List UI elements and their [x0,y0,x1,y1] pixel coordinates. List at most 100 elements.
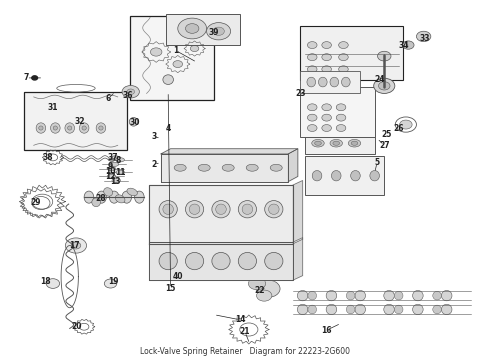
Ellipse shape [66,99,71,103]
Ellipse shape [315,132,321,136]
Ellipse shape [336,114,346,121]
Ellipse shape [339,42,348,49]
Ellipse shape [342,77,350,87]
Bar [300,86,375,137]
Ellipse shape [135,191,144,203]
Text: Lock-Valve Spring Retainer   Diagram for 22223-2G600: Lock-Valve Spring Retainer Diagram for 2… [140,347,350,356]
Ellipse shape [312,139,324,147]
Ellipse shape [351,171,360,181]
Text: 1: 1 [173,46,178,55]
Ellipse shape [265,201,283,218]
Ellipse shape [330,139,343,147]
Circle shape [257,290,272,301]
Ellipse shape [315,141,321,145]
Ellipse shape [413,291,423,301]
Text: 40: 40 [172,272,183,281]
Ellipse shape [159,252,177,270]
Ellipse shape [394,305,403,314]
Ellipse shape [339,66,348,73]
Text: 29: 29 [31,198,41,207]
Ellipse shape [307,54,317,60]
Circle shape [377,51,391,61]
Ellipse shape [115,195,125,203]
Ellipse shape [82,126,86,130]
Ellipse shape [336,104,346,111]
Text: 36: 36 [122,91,133,100]
Text: 4: 4 [166,123,171,132]
Ellipse shape [308,291,317,300]
Ellipse shape [96,123,106,133]
Ellipse shape [322,54,331,60]
Ellipse shape [433,291,441,300]
Ellipse shape [39,126,43,130]
Circle shape [374,78,395,94]
Ellipse shape [348,139,361,147]
Circle shape [104,279,117,288]
Ellipse shape [107,174,116,179]
Circle shape [416,31,431,42]
Ellipse shape [238,201,257,218]
Ellipse shape [212,252,230,270]
Ellipse shape [104,188,113,196]
Ellipse shape [307,66,317,73]
Ellipse shape [216,204,226,215]
Ellipse shape [433,305,441,314]
Ellipse shape [270,164,282,171]
Circle shape [400,120,412,129]
Circle shape [248,277,266,290]
Ellipse shape [351,132,358,136]
Ellipse shape [175,272,182,278]
Text: 3: 3 [151,132,156,141]
Polygon shape [149,242,293,280]
Ellipse shape [185,201,204,218]
Circle shape [207,23,231,40]
Ellipse shape [394,291,403,300]
Bar [305,118,375,154]
Text: 26: 26 [393,123,404,132]
Polygon shape [288,149,298,181]
Ellipse shape [355,304,366,315]
Ellipse shape [50,99,55,103]
Circle shape [71,242,81,249]
Ellipse shape [265,252,283,270]
Ellipse shape [129,117,138,126]
Ellipse shape [99,126,103,130]
Ellipse shape [348,130,361,138]
Ellipse shape [222,164,234,171]
Ellipse shape [212,201,230,218]
Ellipse shape [50,123,60,133]
Ellipse shape [116,170,124,174]
Bar [166,14,240,45]
Polygon shape [293,238,303,280]
Ellipse shape [384,291,394,301]
Text: 16: 16 [321,326,332,335]
Ellipse shape [326,291,337,301]
Text: 12: 12 [105,172,116,181]
Text: 17: 17 [69,241,80,250]
Bar [300,26,403,80]
Text: 28: 28 [96,194,106,203]
Polygon shape [161,154,288,181]
Text: 13: 13 [110,177,121,186]
Ellipse shape [330,130,343,138]
Ellipse shape [333,132,340,136]
Text: 30: 30 [129,118,140,127]
Ellipse shape [297,291,308,301]
Circle shape [173,60,183,68]
Ellipse shape [307,104,317,111]
Circle shape [256,280,280,297]
Ellipse shape [116,158,124,162]
Ellipse shape [82,99,87,103]
Ellipse shape [326,304,337,315]
Ellipse shape [65,123,74,133]
Ellipse shape [318,77,327,87]
Ellipse shape [346,305,355,314]
Circle shape [65,238,87,253]
Ellipse shape [384,304,394,315]
Ellipse shape [107,167,116,171]
Text: 2: 2 [151,160,156,169]
Ellipse shape [330,77,339,87]
Text: 24: 24 [374,75,385,84]
Ellipse shape [48,96,58,106]
Ellipse shape [111,156,120,160]
